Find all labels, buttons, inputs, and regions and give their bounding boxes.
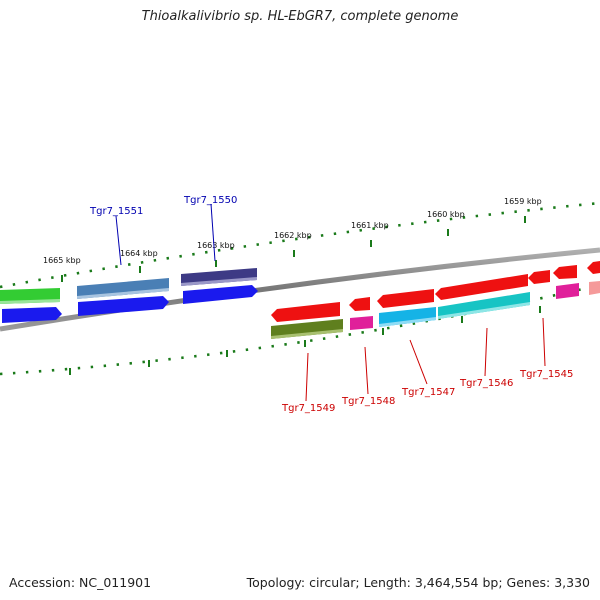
forward-cds-track [2, 285, 258, 323]
leader-line [210, 203, 216, 262]
gene-tgr7-1551[interactable] [77, 278, 169, 299]
reverse-cds-track [271, 261, 600, 322]
ruler-label: 1660 kbp [427, 210, 465, 219]
gene-label[interactable]: Tgr7_1547 [401, 387, 455, 398]
genome-summary-text: Topology: circular; Length: 3,464,554 bp… [246, 575, 590, 590]
cds-arrow[interactable] [528, 270, 550, 284]
gene-labels: Tgr7_1551 Tgr7_1550 Tgr7_1549 Tgr7_1548 … [89, 195, 573, 414]
forward-gene-track [77, 268, 257, 299]
green-track [0, 288, 60, 304]
gene-tgr7-1547[interactable] [379, 307, 436, 327]
leader-line [409, 339, 428, 385]
cds-arrow[interactable] [349, 297, 370, 311]
gene-tgr7-1548[interactable] [350, 316, 373, 330]
gene-label[interactable]: Tgr7_1550 [183, 195, 237, 206]
cds-arrow[interactable] [78, 296, 169, 316]
leader-lines [115, 203, 546, 402]
cds-arrow[interactable] [377, 289, 434, 308]
outer-ruler: 1665 kbp 1664 kbp 1663 kbp 1662 kbp 1661… [0, 197, 600, 289]
pink-feature[interactable] [589, 281, 600, 295]
leader-line [305, 352, 309, 402]
cds-arrow[interactable] [271, 302, 340, 322]
gene-tgr7-1546[interactable] [438, 292, 530, 319]
ruler-label: 1659 kbp [504, 197, 542, 206]
gene-label[interactable]: Tgr7_1546 [459, 378, 513, 389]
cds-arrow[interactable] [435, 274, 528, 300]
gene-label[interactable]: Tgr7_1549 [281, 403, 335, 414]
ruler-label: 1663 kbp [197, 241, 235, 250]
accession-text: Accession: NC_011901 [9, 575, 152, 590]
cds-arrow[interactable] [2, 307, 62, 323]
gene-label[interactable]: Tgr7_1545 [519, 369, 573, 380]
gene-shade [438, 302, 530, 319]
gene-shade [181, 277, 257, 286]
cds-arrow[interactable] [587, 261, 600, 274]
gene-shade [77, 288, 169, 299]
gene-tgr7-1549[interactable] [271, 319, 343, 339]
leader-line [364, 346, 369, 395]
cds-arrow[interactable] [553, 265, 577, 279]
leader-line [542, 317, 546, 367]
ruler-label: 1665 kbp [43, 256, 81, 265]
green-feature-shade [0, 299, 60, 304]
ruler-label: 1662 kbp [274, 231, 312, 240]
genome-title: Thioalkalivibrio sp. HL-EbGR7, complete … [141, 9, 459, 24]
gene-tgr7-1545[interactable] [556, 283, 579, 299]
leader-line [115, 215, 122, 266]
outer-ruler-dots [0, 201, 600, 289]
ruler-label: 1661 kbp [351, 221, 389, 230]
gene-label[interactable]: Tgr7_1548 [341, 396, 395, 407]
leader-line [484, 327, 488, 377]
outer-ruler-ticks [61, 216, 526, 282]
gene-shade [271, 329, 343, 339]
cds-arrow[interactable] [183, 285, 258, 304]
gene-label[interactable]: Tgr7_1551 [89, 206, 143, 217]
ruler-label: 1664 kbp [120, 249, 158, 258]
reverse-gene-track [271, 281, 600, 339]
gene-shade [379, 317, 436, 327]
